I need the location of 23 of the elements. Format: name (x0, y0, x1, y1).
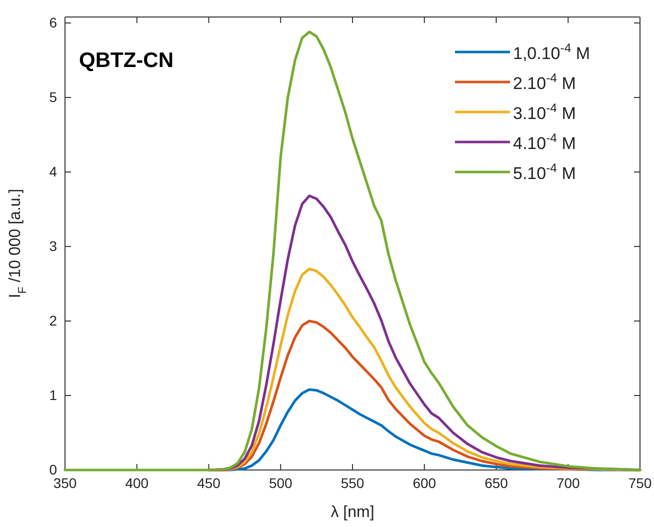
y-tick-label: 2 (49, 312, 58, 328)
legend-label: 4.10$^{-4}$ M (513, 131, 576, 153)
x-tick-label: 400 (125, 474, 149, 491)
x-tick-label: 550 (340, 474, 364, 491)
text: QBTZ-CN (79, 49, 174, 72)
x-tick-label: 750 (628, 474, 652, 491)
y-tick-label: 1 (49, 386, 58, 403)
y-tick-label: 3 (49, 238, 58, 254)
y-tick-label: 0 (49, 461, 58, 478)
x-tick-label: 700 (556, 474, 580, 491)
legend-label: 2.10$^{-4}$ M (513, 71, 576, 93)
legend-label: 5.10$^{-4}$ M (513, 161, 576, 183)
y-tick-label: 4 (49, 163, 58, 180)
x-tick-label: 650 (484, 474, 508, 491)
legend-label: 3.10$^{-4}$ M (513, 101, 576, 123)
legend-label: 1,0.10$^{-4}$ M (513, 41, 590, 63)
x-axis-title: λ [nm] (330, 504, 374, 521)
x-tick-label: 450 (197, 474, 221, 491)
x-tick-label: 350 (53, 474, 77, 491)
y-tick-label: 6 (49, 14, 58, 30)
y-tick-label: 5 (49, 88, 58, 105)
x-tick-label: 500 (268, 474, 293, 491)
x-tick-label: 600 (412, 474, 436, 491)
